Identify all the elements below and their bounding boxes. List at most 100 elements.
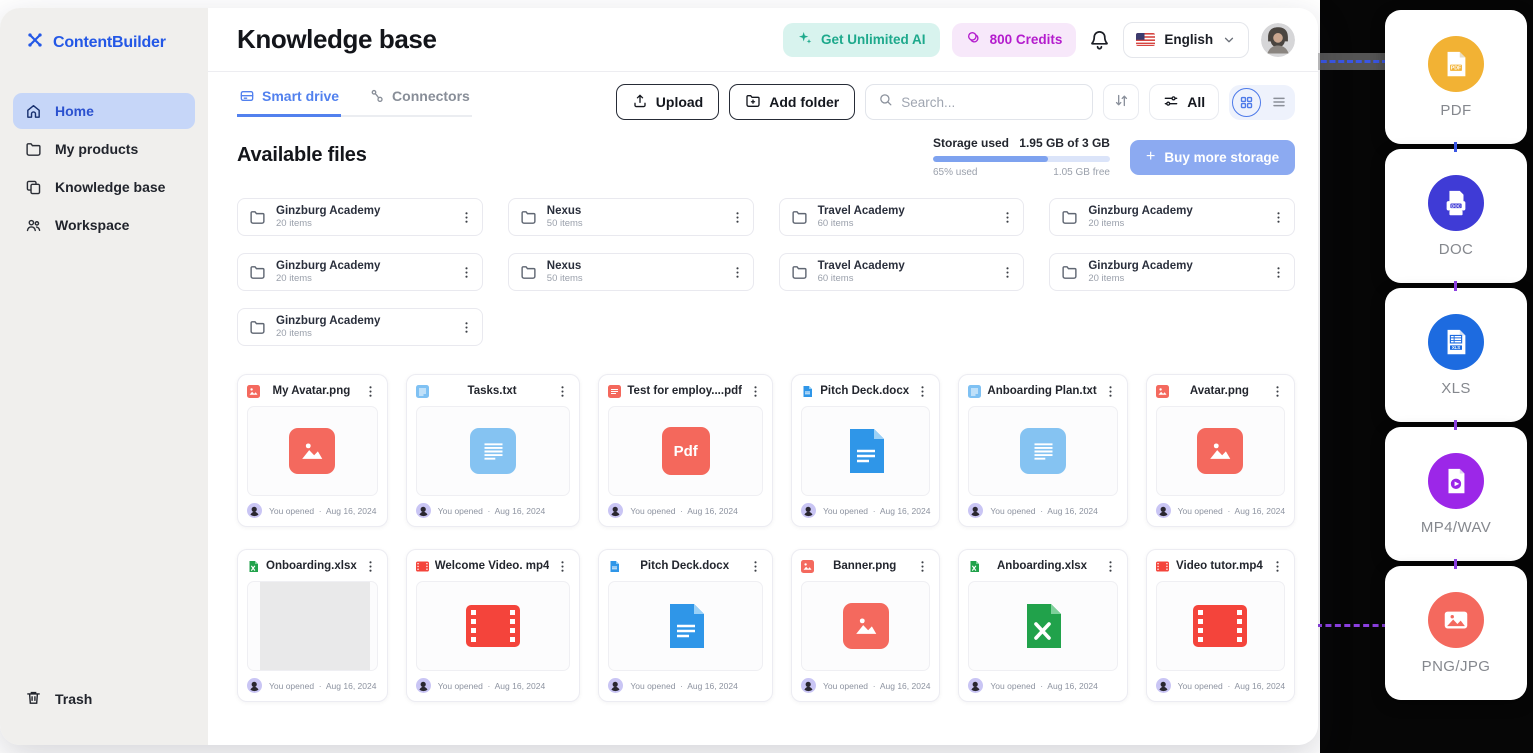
credits-badge[interactable]: 800 Credits [951, 22, 1077, 57]
doc-file-icon: DOC [1428, 174, 1484, 231]
buy-more-storage-button[interactable]: + Buy more storage [1129, 139, 1296, 175]
folder-items-count: 20 items [276, 273, 312, 285]
file-card[interactable]: Anboarding.xlsx You opened · Aug 16, 2024 [958, 549, 1128, 702]
sidebar-item-home[interactable]: Home [13, 93, 195, 129]
list-view-button[interactable] [1266, 89, 1292, 115]
file-name: My Avatar.png [272, 385, 351, 397]
add-folder-button[interactable]: Add folder [729, 84, 856, 120]
docx-icon [849, 429, 884, 473]
folder-card[interactable]: Travel Academy 60 items [778, 198, 1025, 236]
storage-percent-used: 65% used [932, 167, 978, 178]
png-mini-icon [247, 384, 260, 398]
sort-arrows-icon [1113, 92, 1130, 112]
kebab-menu-icon[interactable] [1103, 384, 1118, 399]
file-card[interactable]: Banner.png You opened · Aug 16, 2024 [790, 549, 941, 702]
folder-name: Travel Academy [817, 204, 905, 217]
file-preview [247, 581, 378, 671]
file-name: Anboarding.xlsx [996, 560, 1088, 572]
kebab-menu-icon[interactable] [459, 320, 474, 335]
kebab-menu-icon[interactable] [915, 559, 930, 574]
kebab-menu-icon[interactable] [555, 384, 570, 399]
kebab-menu-icon[interactable] [748, 559, 763, 574]
main-panel: Knowledge base Get Unlimited AI [208, 8, 1318, 745]
trash-icon [25, 689, 42, 709]
kebab-menu-icon[interactable] [1270, 384, 1285, 399]
file-card[interactable]: Pitch Deck.docx You opened · Aug 16, 2024 [790, 374, 941, 527]
kebab-menu-icon[interactable] [363, 384, 378, 399]
tab-connectors[interactable]: Connectors [367, 88, 472, 117]
folder-card[interactable]: Ginzburg Academy 20 items [1049, 253, 1296, 291]
file-card[interactable]: Welcome Video. mp4 You opened · Aug 16, 2… [405, 549, 581, 702]
filetype-card-xls: XLS XLS [1385, 288, 1527, 422]
folder-card[interactable]: Ginzburg Academy 20 items [237, 198, 483, 236]
folder-name: Travel Academy [817, 259, 905, 272]
view-toggle [1229, 84, 1296, 120]
sparkle-icon [797, 30, 813, 49]
folder-meta: Travel Academy 60 items [818, 204, 905, 230]
folder-icon [1061, 209, 1078, 226]
kebab-menu-icon[interactable] [1271, 265, 1286, 280]
file-card[interactable]: Avatar.png You opened · Aug 16, 2024 [1145, 374, 1296, 527]
folder-card[interactable]: Ginzburg Academy 20 items [237, 308, 483, 346]
file-card[interactable]: Video tutor.mp4 You opened · Aug 16, 2024 [1145, 549, 1296, 702]
folder-card[interactable]: Ginzburg Academy 20 items [1049, 198, 1296, 236]
file-card[interactable]: Pitch Deck.docx You opened · Aug 16, 2024 [598, 549, 773, 702]
file-card[interactable]: Anboarding Plan.txt You opened · Aug 16, … [958, 374, 1128, 527]
folder-meta: Nexus 50 items [547, 259, 583, 285]
kebab-menu-icon[interactable] [459, 210, 474, 225]
docx-icon [669, 604, 704, 648]
user-avatar[interactable] [1261, 22, 1296, 57]
kebab-menu-icon[interactable] [1270, 559, 1285, 574]
upload-button[interactable]: Upload [615, 84, 720, 120]
folder-icon [1061, 264, 1078, 281]
card-connector-dash [1454, 420, 1457, 430]
kebab-menu-icon[interactable] [748, 384, 763, 399]
file-card-header: Pitch Deck.docx [608, 558, 763, 574]
file-card-header: Anboarding Plan.txt [968, 383, 1117, 399]
folder-icon [520, 264, 537, 281]
sidebar-item-knowledge-base[interactable]: Knowledge base [13, 169, 195, 205]
kebab-menu-icon[interactable] [1271, 210, 1286, 225]
kebab-menu-icon[interactable] [459, 265, 474, 280]
kebab-menu-icon[interactable] [555, 559, 570, 574]
file-card[interactable]: My Avatar.png You opened · Aug 16, 2024 [237, 374, 388, 527]
grid-view-button[interactable] [1232, 87, 1262, 117]
kebab-menu-icon[interactable] [915, 384, 930, 399]
kebab-menu-icon[interactable] [363, 559, 378, 574]
filter-all-button[interactable]: All [1149, 84, 1220, 120]
notifications-bell-icon[interactable] [1088, 28, 1111, 51]
file-card[interactable]: Tasks.txt You opened · Aug 16, 2024 [405, 374, 581, 527]
sidebar-item-my-products[interactable]: My products [13, 131, 195, 167]
drive-icon [239, 88, 255, 104]
opened-by-avatar [968, 503, 984, 518]
search-input[interactable] [901, 94, 1081, 110]
folder-card[interactable]: Travel Academy 60 items [778, 253, 1025, 291]
sort-button[interactable] [1103, 84, 1140, 120]
get-unlimited-ai-button[interactable]: Get Unlimited AI [783, 22, 940, 57]
kebab-menu-icon[interactable] [730, 210, 745, 225]
pdf-icon: Pdf [661, 427, 710, 475]
kebab-menu-icon[interactable] [1103, 559, 1118, 574]
tab-smart-drive[interactable]: Smart drive [237, 88, 342, 117]
folder-icon [791, 209, 808, 226]
opened-by-avatar [800, 678, 816, 693]
folder-items-count: 20 items [1088, 273, 1125, 285]
sidebar-item-trash[interactable]: Trash [25, 689, 92, 709]
filetype-label: PDF [1440, 101, 1472, 119]
kebab-menu-icon[interactable] [730, 265, 745, 280]
folder-card[interactable]: Nexus 50 items [507, 198, 754, 236]
language-selector[interactable]: English [1123, 21, 1250, 58]
sidebar-item-workspace[interactable]: Workspace [13, 207, 195, 243]
file-card[interactable]: Onboarding.xlsx You opened · Aug 16, 2024 [237, 549, 388, 702]
kebab-menu-icon[interactable] [1000, 210, 1015, 225]
txt-mini-icon [968, 384, 982, 398]
folder-card[interactable]: Ginzburg Academy 20 items [237, 253, 483, 291]
file-name: Banner.png [833, 560, 897, 572]
grid-view-icon [1239, 95, 1254, 110]
kebab-menu-icon[interactable] [1000, 265, 1015, 280]
xlsx-mini-icon [968, 560, 981, 573]
brand-logo[interactable]: ContentBuilder [0, 30, 208, 55]
file-card[interactable]: Test for employ....pdf Pdf You opened · Au… [598, 374, 773, 527]
folder-card[interactable]: Nexus 50 items [507, 253, 754, 291]
file-preview [968, 406, 1118, 496]
